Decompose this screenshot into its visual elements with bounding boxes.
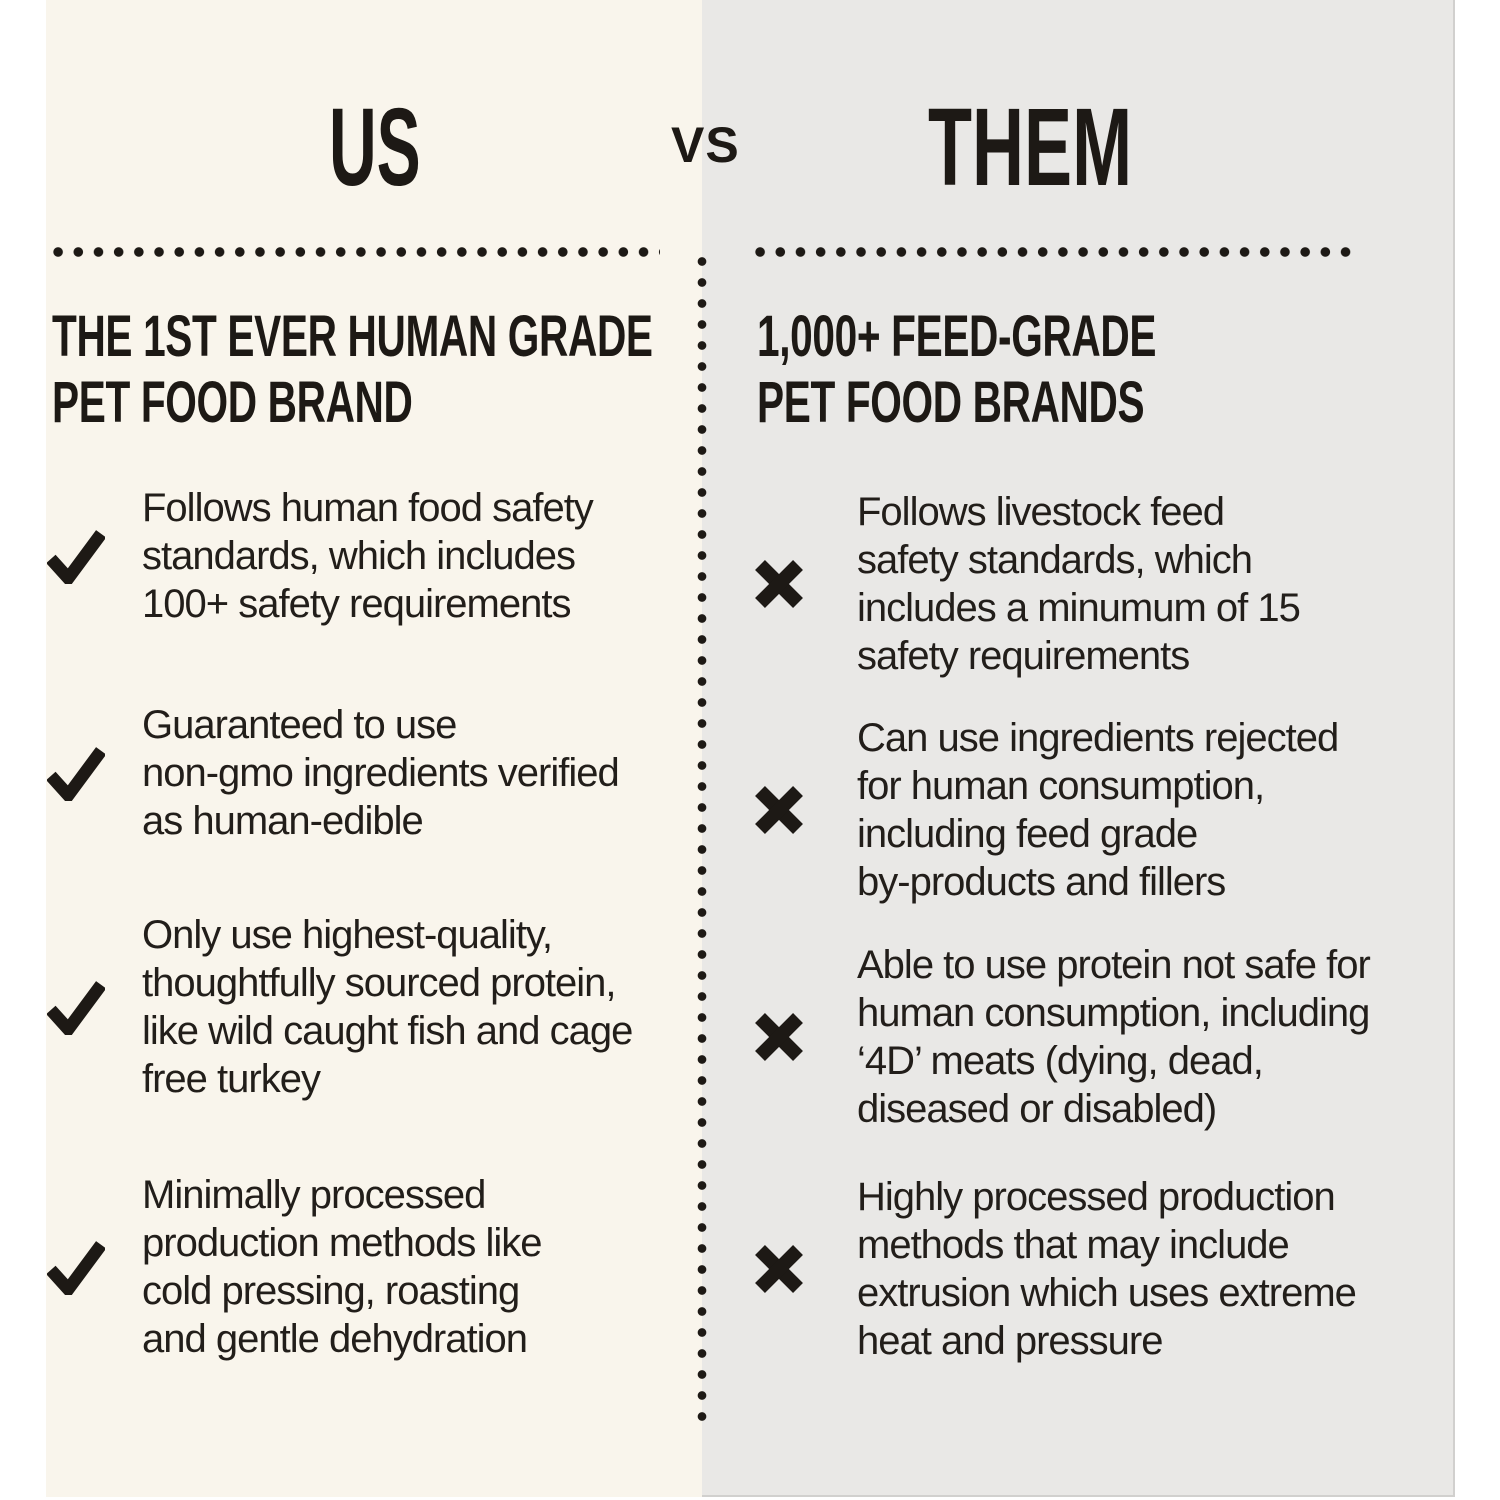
us-title: US	[329, 93, 482, 203]
x-icon	[753, 558, 857, 610]
us-subtitle-text: THE 1ST EVER HUMAN GRADE PET FOOD BRAND	[52, 304, 653, 435]
check-icon	[47, 745, 142, 801]
them-bullet-1: Follows livestock feed safety standards,…	[753, 488, 1437, 680]
check-icon	[47, 979, 142, 1035]
bullet-text: Highly processed production methods that…	[857, 1175, 1357, 1363]
bullet-text: Able to use protein not safe for human c…	[857, 943, 1371, 1131]
them-subtitle: 1,000+ FEED-GRADE PET FOOD BRANDS	[757, 304, 1500, 436]
them-bullet-4: Highly processed production methods that…	[753, 1173, 1437, 1365]
them-title-text: THEM	[928, 86, 1133, 209]
us-subtitle: THE 1ST EVER HUMAN GRADE PET FOOD BRAND	[52, 304, 1152, 436]
them-bullet-2: Can use ingredients rejected for human c…	[753, 714, 1437, 906]
us-bullet-3: Only use highest-quality, thoughtfully s…	[47, 911, 722, 1103]
x-icon	[753, 1011, 857, 1063]
them-bullet-3: Able to use protein not safe for human c…	[753, 941, 1437, 1133]
bullet-text: Can use ingredients rejected for human c…	[857, 716, 1339, 904]
bullet-text: Follows livestock feed safety standards,…	[857, 490, 1301, 678]
check-icon	[47, 528, 142, 584]
us-bullet-4: Minimally processed production methods l…	[47, 1171, 722, 1363]
bullet-text: Only use highest-quality, thoughtfully s…	[142, 913, 633, 1101]
them-title: THEM	[928, 93, 1240, 203]
us-dotted-divider	[48, 247, 660, 257]
bullet-text: Follows human food safety standards, whi…	[142, 486, 594, 626]
them-dotted-divider	[750, 247, 1358, 257]
us-title-text: US	[329, 86, 421, 209]
x-icon	[753, 1243, 857, 1295]
bullet-text: Guaranteed to use non-gmo ingredients ve…	[142, 703, 620, 843]
bullet-text: Minimally processed production methods l…	[142, 1173, 542, 1361]
check-icon	[47, 1239, 142, 1295]
us-bullet-1: Follows human food safety standards, whi…	[47, 484, 722, 628]
them-subtitle-text: 1,000+ FEED-GRADE PET FOOD BRANDS	[757, 304, 1157, 435]
x-icon	[753, 784, 857, 836]
vertical-dotted-divider	[697, 251, 707, 1429]
vs-label: VS	[671, 117, 740, 173]
us-bullet-2: Guaranteed to use non-gmo ingredients ve…	[47, 701, 722, 845]
